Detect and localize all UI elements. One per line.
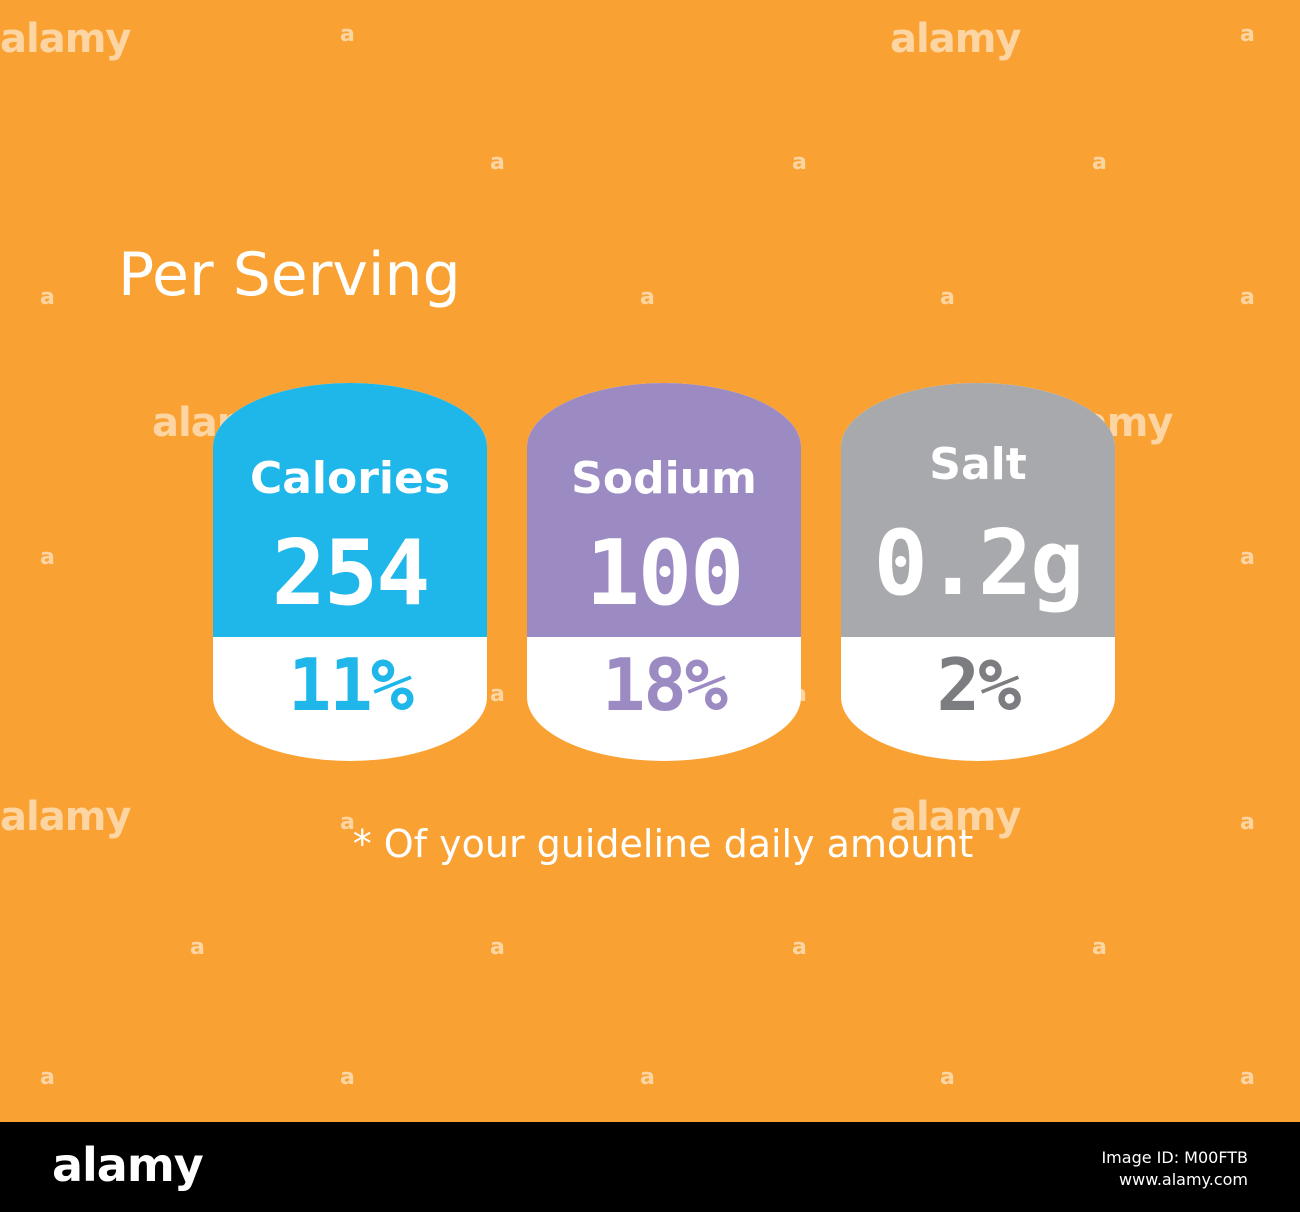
page-title: Per Serving [118,240,461,310]
sodium-card: Sodium 100 18% [527,383,801,761]
watermark: a [792,935,807,960]
watermark: alamy [0,16,131,62]
watermark: a [1240,1065,1255,1090]
footer-bar: alamy Image ID: M00FTB www.alamy.com [0,1122,1300,1212]
calories-card: Calories 254 11% [213,383,487,761]
salt-value: 0.2g [873,511,1085,616]
watermark: a [490,682,505,707]
watermark: alamy [890,794,1021,840]
calories-value: 254 [271,521,431,626]
calories-card-header: Calories 254 [213,383,487,637]
brand-logo: alamy [52,1138,204,1192]
watermark: a [1240,22,1255,47]
watermark: a [1240,545,1255,570]
sodium-card-header: Sodium 100 [527,383,801,637]
watermark: alamy [890,16,1021,62]
salt-card-header: Salt 0.2g [841,383,1115,637]
watermark: a [340,1065,355,1090]
watermark: alamy [0,794,131,840]
watermark: a [1240,810,1255,835]
sodium-percent: 18% [601,643,728,727]
salt-card: Salt 0.2g 2% [841,383,1115,761]
watermark: a [40,285,55,310]
watermark: a [190,935,205,960]
salt-percent: 2% [936,643,1022,727]
sodium-value: 100 [585,521,745,626]
watermark: a [1240,285,1255,310]
watermark: a [792,150,807,175]
watermark: a [40,545,55,570]
site-url: www.alamy.com [1119,1170,1248,1189]
watermark: a [1092,150,1107,175]
watermark: a [340,810,355,835]
sodium-label: Sodium [571,453,757,504]
watermark: a [490,935,505,960]
salt-label: Salt [929,439,1027,490]
watermark: a [40,1065,55,1090]
watermark: a [640,1065,655,1090]
watermark: a [1092,935,1107,960]
calories-label: Calories [249,453,451,504]
canvas: alamy alamy alamy alamy alamy alamy a a … [0,16,1255,1090]
watermark: a [940,1065,955,1090]
image-id: Image ID: M00FTB [1101,1148,1248,1167]
calories-percent: 11% [287,643,414,727]
watermark: a [340,22,355,47]
watermark: a [940,285,955,310]
watermark: a [640,285,655,310]
watermark: a [490,150,505,175]
footnote: * Of your guideline daily amount [352,822,974,866]
